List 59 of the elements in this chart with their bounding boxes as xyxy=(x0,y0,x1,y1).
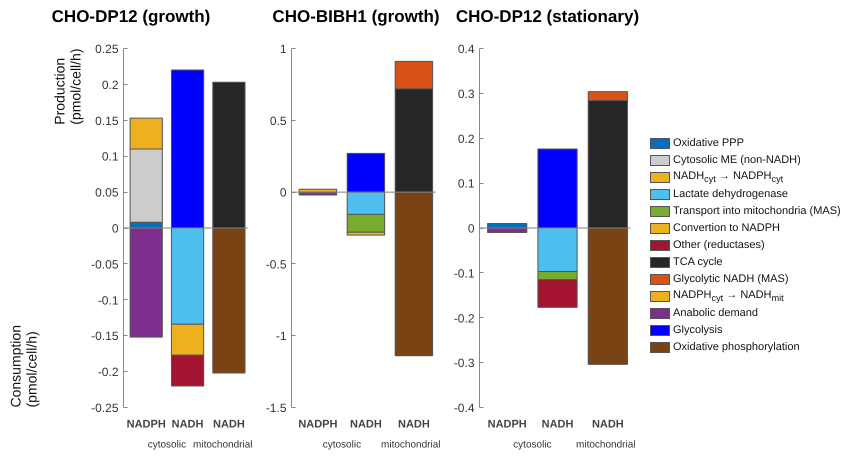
legend-label: Glycolytic NADH (MAS) xyxy=(673,273,789,285)
y-tick-label: 0.1 xyxy=(102,150,119,164)
legend-label: Lactate dehydrogenase xyxy=(673,188,788,200)
legend-label: Other (reductases) xyxy=(673,239,765,251)
y-tick-label: 0.05 xyxy=(95,186,119,200)
y-tick-label: -0.25 xyxy=(91,401,119,415)
y-tick-label: 1 xyxy=(280,42,287,56)
x-tick-label: NADPH xyxy=(126,418,166,430)
x-tick-label: NADPH xyxy=(298,418,338,430)
x-tick-label: NADH xyxy=(398,418,430,430)
y-tick-label: 0.1 xyxy=(458,176,475,191)
legend-label: Glycolysis xyxy=(673,324,723,336)
y-tick-label: 0.3 xyxy=(458,86,475,101)
y-tick-label: -0.1 xyxy=(98,293,119,308)
text: mitochondrial xyxy=(576,440,636,450)
chart-title: CHO-DP12 (growth) xyxy=(50,6,212,28)
x-tick-label: NADH xyxy=(213,418,245,430)
y-tick-label: -0.3 xyxy=(454,356,475,370)
text: mitochondrial xyxy=(193,440,253,450)
x-tick-label: NADPH xyxy=(488,418,527,430)
x-tick-label: NADH xyxy=(350,418,382,430)
y-tick-label: 0.2 xyxy=(102,78,119,92)
y-tick-label: -0.2 xyxy=(454,311,475,326)
x-tick-label: NADH xyxy=(592,418,624,430)
x-tick-label: NADH xyxy=(172,418,204,430)
legend-label: Oxidative PPP xyxy=(673,137,744,149)
y-tick-label: 0.2 xyxy=(458,132,475,146)
y-tick-label: 0 xyxy=(280,186,287,200)
y-tick-label: -1 xyxy=(276,329,287,344)
y-tick-label: 0.5 xyxy=(270,114,287,128)
legend-label: NADH$_{cyt}$ → NADPH$_{cyt}$ xyxy=(673,170,784,184)
legend-label: Cytosolic ME (non-NADH) xyxy=(673,154,801,166)
text: cytosolic xyxy=(148,440,186,450)
legend-label: NADPH$_{cyt}$ → NADH$_{mit}$ xyxy=(673,288,784,304)
y-tick-label: -0.05 xyxy=(91,257,119,272)
y-tick-label: 0.15 xyxy=(95,114,119,128)
y-tick-label: -0.15 xyxy=(91,329,119,344)
legend-label: Convertion to NADPH xyxy=(673,222,780,234)
legend-label: Anabolic demand xyxy=(673,307,758,319)
y-axis-title: Production (pmol/cell/h) xyxy=(52,48,84,125)
text: cytosolic xyxy=(322,440,362,450)
y-tick-label: -1.5 xyxy=(266,401,287,415)
y-tick-label: -0.2 xyxy=(98,365,119,380)
text: mitochondrial xyxy=(381,440,441,450)
x-tick-label: NADH xyxy=(542,418,574,430)
text: cytosolic xyxy=(513,440,552,450)
y-tick-label: -0.1 xyxy=(454,266,475,280)
y-tick-label: -0.4 xyxy=(454,401,475,415)
y-tick-label: 0 xyxy=(112,222,119,236)
y-tick-label: 0 xyxy=(468,222,475,236)
text: Consumption (pmol/cell/h) xyxy=(8,325,40,408)
y-tick-label: -0.5 xyxy=(266,257,287,272)
chart-title: CHO-BIBH1 (growth) xyxy=(271,6,441,28)
chart-title: CHO-DP12 (stationary) xyxy=(455,6,640,28)
legend-label: Oxidative phosphorylation xyxy=(673,341,800,353)
y-tick-label: 0.4 xyxy=(458,42,475,56)
legend-label: Transport into mitochondria (MAS) xyxy=(673,205,841,217)
y-tick-label: 0.25 xyxy=(95,42,119,56)
legend-label: TCA cycle xyxy=(673,256,723,268)
